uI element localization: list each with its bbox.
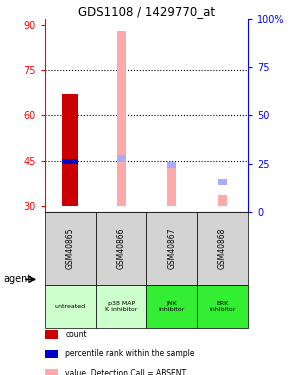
FancyBboxPatch shape [96,285,146,328]
Text: count: count [65,330,87,339]
FancyBboxPatch shape [197,285,248,328]
FancyBboxPatch shape [96,212,146,285]
FancyBboxPatch shape [146,285,197,328]
Text: value, Detection Call = ABSENT: value, Detection Call = ABSENT [65,369,186,375]
Bar [167,162,176,206]
Text: agent: agent [3,274,31,284]
Title: GDS1108 / 1429770_at: GDS1108 / 1429770_at [78,4,215,18]
Bar [45,350,58,358]
Text: untreated: untreated [55,304,86,309]
Text: p38 MAP
K inhibitor: p38 MAP K inhibitor [105,302,137,312]
Bar [218,178,227,185]
Text: GSM40866: GSM40866 [117,228,126,269]
Text: percentile rank within the sample: percentile rank within the sample [65,350,195,358]
Text: GSM40868: GSM40868 [218,228,227,269]
Bar [117,31,126,206]
FancyBboxPatch shape [45,285,96,328]
Bar [45,330,58,339]
Bar [218,195,227,206]
FancyBboxPatch shape [45,212,96,285]
Bar [45,369,58,375]
Text: JNK
inhibitor: JNK inhibitor [159,302,185,312]
Text: GSM40865: GSM40865 [66,228,75,269]
FancyBboxPatch shape [197,212,248,285]
Bar [62,159,78,164]
FancyBboxPatch shape [146,212,197,285]
Text: GSM40867: GSM40867 [167,228,176,269]
Bar [117,154,126,162]
Bar [62,94,78,206]
Text: ERK
inhibitor: ERK inhibitor [209,302,236,312]
Bar [167,162,176,168]
